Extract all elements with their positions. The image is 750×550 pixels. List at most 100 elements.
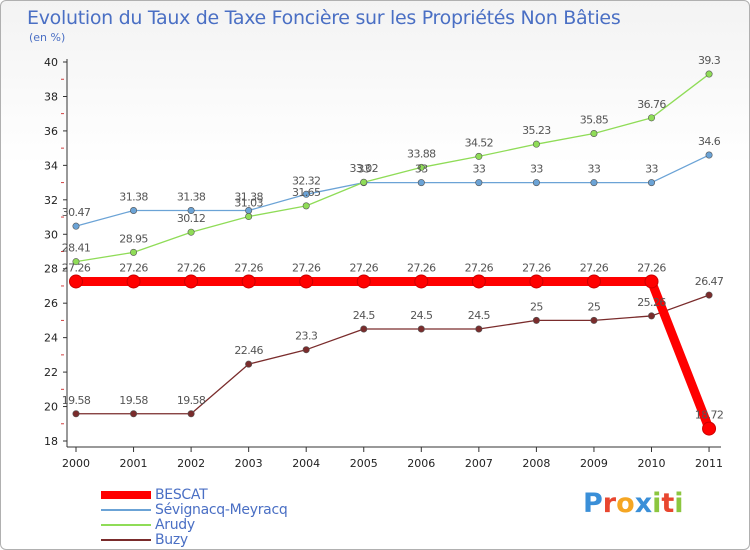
data-point-buzy [130, 410, 138, 418]
y-tick-label: 24 [44, 332, 58, 345]
data-point-arudy [475, 152, 483, 160]
series-line-bescat [71, 276, 714, 434]
data-label-arudy: 33.88 [407, 147, 436, 160]
y-tick-label: 34 [44, 159, 58, 172]
data-label-s-vignacq-meyracq: 33 [645, 163, 658, 176]
data-point-s-vignacq-meyracq [417, 179, 425, 187]
data-point-buzy [532, 316, 540, 324]
data-label-bescat: 27.26 [580, 261, 609, 274]
data-label-buzy: 23.3 [295, 330, 318, 343]
series-line-buzy [75, 294, 710, 415]
data-label-bescat: 27.26 [350, 261, 379, 274]
data-label-arudy: 39.3 [698, 54, 721, 67]
y-tick-label: 36 [44, 125, 58, 138]
data-label-arudy: 31.65 [292, 186, 321, 199]
y-tick-label: 30 [44, 228, 58, 241]
x-tick-label: 2004 [292, 457, 320, 470]
data-point-bescat [299, 274, 314, 289]
data-label-s-vignacq-meyracq: 31.38 [177, 190, 206, 203]
data-point-arudy [302, 202, 310, 210]
data-label-arudy: 36.76 [637, 98, 666, 111]
data-label-bescat: 27.26 [465, 261, 494, 274]
data-label-arudy: 28.41 [62, 242, 91, 255]
data-label-buzy: 25.26 [637, 296, 666, 309]
data-point-buzy [245, 360, 253, 368]
legend-label: Sévignacq-Meyracq [155, 501, 288, 518]
legend-item-buzy: Buzy [101, 531, 287, 548]
data-label-s-vignacq-meyracq: 34.6 [698, 135, 721, 148]
y-tick-label: 38 [44, 90, 58, 103]
data-point-buzy [475, 325, 483, 333]
data-point-s-vignacq-meyracq [130, 206, 138, 214]
data-label-buzy: 25 [588, 300, 601, 313]
data-point-arudy [705, 70, 713, 78]
y-tick-label: 32 [44, 194, 58, 207]
x-tick-label: 2001 [120, 457, 148, 470]
data-label-s-vignacq-meyracq: 31.38 [234, 190, 263, 203]
data-label-arudy: 35.23 [522, 124, 551, 137]
data-point-bescat [644, 274, 659, 289]
x-tick-label: 2010 [638, 457, 666, 470]
data-label-bescat: 27.26 [234, 261, 263, 274]
data-label-bescat: 27.26 [522, 261, 551, 274]
data-label-bescat: 18.72 [695, 409, 724, 422]
data-point-bescat [69, 274, 83, 289]
data-point-arudy [130, 248, 138, 256]
series-line-s-vignacq-meyracq [75, 154, 710, 227]
data-label-buzy: 25 [530, 300, 543, 313]
data-label-arudy: 35.85 [580, 113, 609, 126]
legend-item-arudy: Arudy [101, 516, 287, 533]
data-point-s-vignacq-meyracq [705, 151, 713, 159]
x-tick-label: 2003 [235, 457, 263, 470]
data-point-s-vignacq-meyracq [72, 222, 80, 230]
data-point-buzy [302, 346, 310, 354]
data-point-bescat [184, 274, 199, 289]
data-label-s-vignacq-meyracq: 31.38 [119, 190, 148, 203]
data-point-arudy [72, 258, 80, 266]
x-tick-label: 2007 [465, 457, 493, 470]
data-point-s-vignacq-meyracq [187, 206, 195, 214]
y-tick-label: 20 [44, 401, 58, 414]
data-label-s-vignacq-meyracq: 33 [357, 163, 370, 176]
data-point-buzy [72, 410, 80, 418]
data-point-bescat [414, 274, 429, 289]
data-point-buzy [360, 325, 368, 333]
data-point-bescat [241, 274, 256, 289]
data-label-bescat: 27.26 [292, 261, 321, 274]
x-tick-label: 2005 [350, 457, 378, 470]
data-point-s-vignacq-meyracq [647, 179, 655, 187]
data-point-arudy [245, 213, 253, 221]
legend-swatch [101, 508, 151, 511]
data-label-buzy: 19.58 [119, 394, 148, 407]
data-point-bescat [126, 274, 141, 289]
data-label-s-vignacq-meyracq: 30.47 [62, 206, 91, 219]
data-label-s-vignacq-meyracq: 33 [472, 163, 485, 176]
legend-label: Buzy [155, 531, 188, 548]
data-label-buzy: 19.58 [177, 394, 206, 407]
data-label-bescat: 27.26 [177, 261, 206, 274]
x-tick-label: 2002 [177, 457, 205, 470]
data-point-s-vignacq-meyracq [532, 179, 540, 187]
legend-item-s-vignacq-meyracq: Sévignacq-Meyracq [101, 501, 288, 518]
data-point-s-vignacq-meyracq [475, 179, 483, 187]
data-point-arudy [647, 114, 655, 122]
data-label-arudy: 30.12 [177, 212, 206, 225]
data-point-buzy [705, 291, 713, 299]
data-point-buzy [187, 410, 195, 418]
x-tick-label: 2011 [695, 457, 723, 470]
data-point-s-vignacq-meyracq [302, 190, 310, 198]
data-point-arudy [187, 228, 195, 236]
y-tick-label: 22 [44, 366, 58, 379]
data-label-buzy: 24.5 [410, 309, 433, 322]
data-label-arudy: 34.52 [465, 136, 494, 149]
data-label-bescat: 27.26 [637, 261, 666, 274]
legend-swatch [101, 523, 151, 526]
legend-label: Arudy [155, 516, 195, 533]
data-label-buzy: 22.46 [234, 344, 263, 357]
y-tick-label: 28 [44, 263, 58, 276]
data-label-bescat: 27.26 [62, 261, 91, 274]
y-tick-label: 18 [44, 435, 58, 448]
legend-label: BESCAT [155, 486, 208, 503]
